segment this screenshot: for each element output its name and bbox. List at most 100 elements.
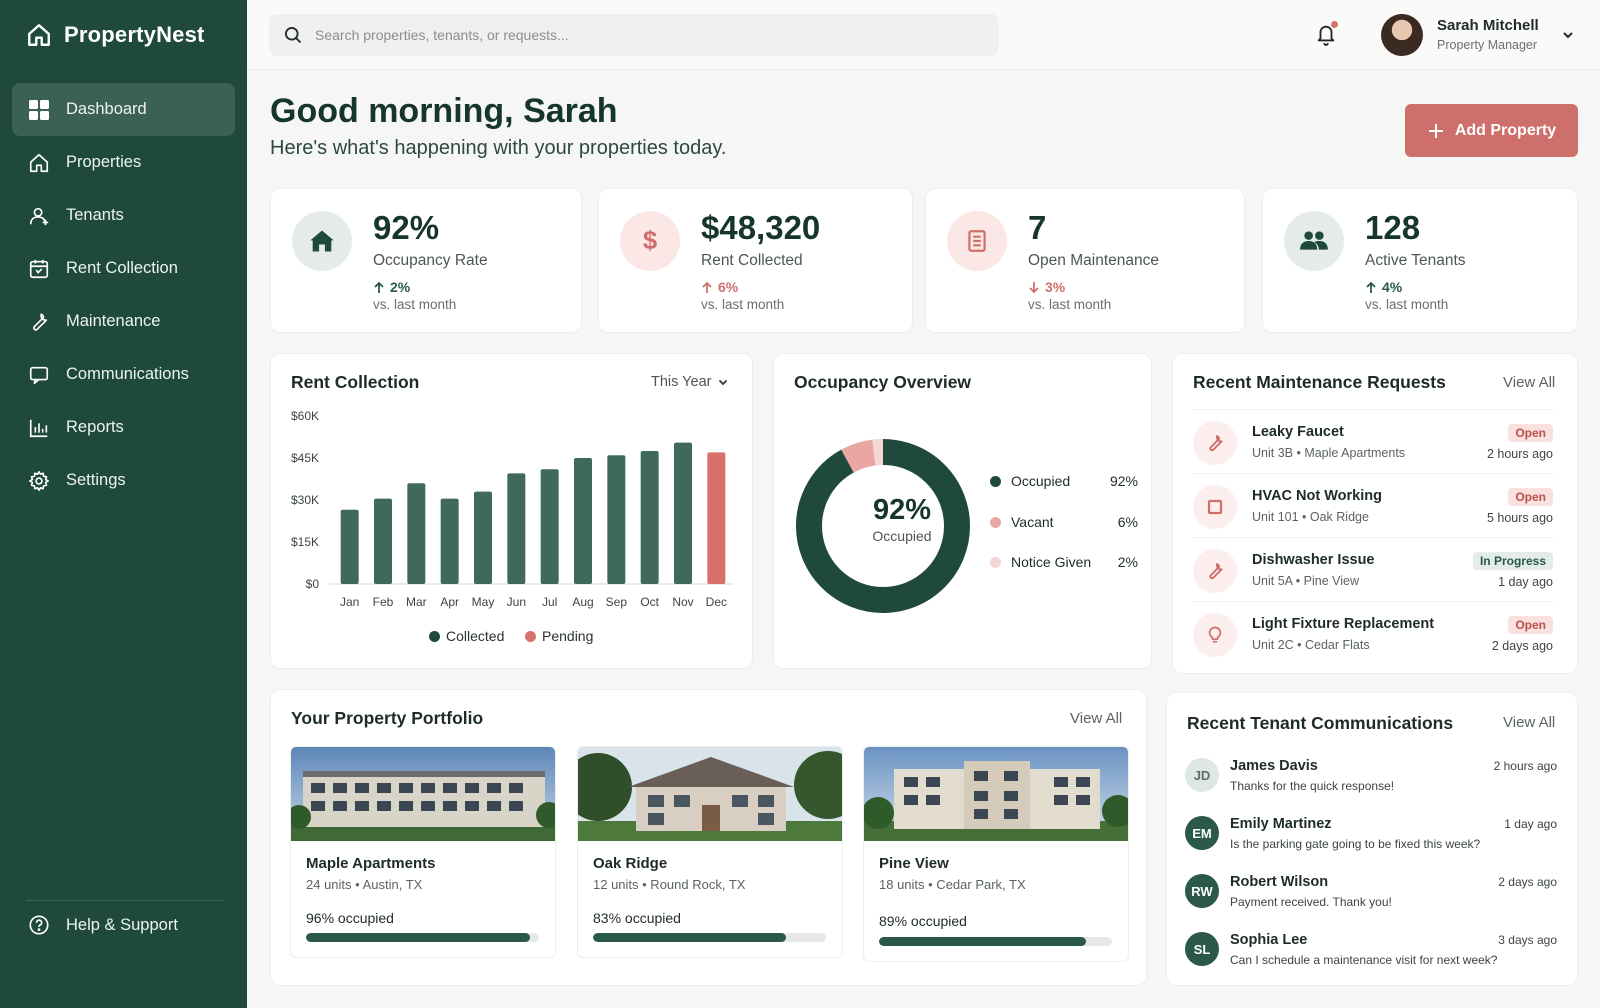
comm-time: 3 days ago (1498, 933, 1557, 947)
communications-view-all-link[interactable]: View All (1503, 714, 1556, 731)
occupancy-bar-fill (306, 933, 530, 942)
range-label: This Year (651, 374, 712, 390)
occupancy-bar-fill (879, 937, 1087, 946)
communication-item[interactable]: SL Sophia Lee Can I schedule a maintenan… (1185, 932, 1557, 990)
stat-comparison: vs. last month (373, 297, 457, 312)
sidebar-item-maintenance[interactable]: Maintenance (12, 295, 235, 348)
communication-item[interactable]: EM Emily Martinez Is the parking gate go… (1185, 816, 1557, 874)
legend-dot (990, 475, 1001, 487)
arrow-down-icon (1029, 281, 1039, 293)
req-location: Unit 2C • Cedar Flats (1252, 638, 1370, 652)
bar-collected-jul[interactable] (540, 469, 559, 584)
maintenance-request[interactable]: Leaky Faucet Unit 3B • Maple Apartments … (1193, 409, 1553, 473)
bulb-icon (1208, 626, 1222, 643)
range-select[interactable]: This Year (651, 374, 729, 390)
bar-collected-mar[interactable] (407, 483, 426, 584)
comm-time: 2 days ago (1498, 875, 1557, 889)
property-card-oak-ridge[interactable]: Oak Ridge 12 units • Round Rock, TX 83% … (577, 746, 843, 958)
bar-collected-apr[interactable] (440, 498, 459, 584)
search-icon (285, 27, 302, 44)
sidebar-item-label: Dashboard (66, 100, 147, 118)
maintenance-request[interactable]: Light Fixture Replacement Unit 2C • Ceda… (1193, 601, 1553, 665)
y-tick-label: $15K (291, 535, 319, 549)
chevron-down-icon[interactable] (1561, 28, 1575, 42)
sidebar-item-tenants[interactable]: Tenants (12, 189, 235, 242)
stat-trend: 6% (701, 279, 738, 295)
page-subtitle: Here's what's happening with your proper… (270, 137, 727, 159)
bar-collected-jan[interactable] (340, 509, 359, 584)
legend-label: Notice Given (1011, 554, 1092, 570)
add-property-button[interactable]: Add Property (1405, 104, 1578, 157)
stat-comparison: vs. last month (1365, 297, 1449, 312)
bar-collected-sep[interactable] (607, 455, 626, 584)
property-card-maple[interactable]: Maple Apartments 24 units • Austin, TX 9… (290, 746, 556, 958)
sidebar-item-reports[interactable]: Reports (12, 401, 235, 454)
bar-collected-feb[interactable] (374, 498, 392, 584)
y-tick-label: $30K (291, 493, 319, 507)
req-icon-wrap (1193, 549, 1237, 593)
legend-dot (429, 630, 440, 642)
notification-dot (1330, 20, 1339, 29)
sidebar-item-label: Properties (66, 153, 142, 171)
communication-item[interactable]: RW Robert Wilson Payment received. Thank… (1185, 874, 1557, 932)
maintenance-request[interactable]: HVAC Not Working Unit 101 • Oak Ridge Op… (1193, 473, 1553, 537)
donut-segment-notice-given[interactable] (796, 439, 970, 613)
maintenance-request[interactable]: Dishwasher Issue Unit 5A • Pine View In … (1193, 537, 1553, 601)
maintenance-view-all-link[interactable]: View All (1503, 374, 1556, 391)
communication-item[interactable]: JD James Davis Thanks for the quick resp… (1185, 758, 1557, 816)
donut-center-label: Occupied (872, 528, 932, 544)
arrow-up-icon (702, 281, 712, 293)
sidebar-item-dashboard[interactable]: Dashboard (12, 83, 235, 136)
communications-card: Recent Tenant Communications View All JD… (1166, 692, 1578, 986)
user-avatar[interactable] (1381, 14, 1423, 56)
x-tick-label: Apr (440, 595, 459, 609)
stat-trend-value: 2% (390, 279, 411, 295)
property-meta: 18 units • Cedar Park, TX (879, 877, 1026, 892)
req-icon-wrap (1193, 613, 1237, 657)
bar-pending-dec[interactable] (707, 452, 726, 584)
dollar-icon: $ (643, 227, 657, 255)
bar-collected-nov[interactable] (674, 442, 692, 584)
comm-message: Thanks for the quick response! (1230, 779, 1395, 793)
bar-collected-may[interactable] (474, 491, 492, 584)
stat-card-rent: $ $48,320 Rent Collected 6% vs. last mon… (598, 188, 913, 333)
avatar: JD (1185, 758, 1219, 792)
req-icon-wrap (1193, 421, 1237, 465)
notifications-button[interactable] (1315, 20, 1339, 51)
bar-collected-oct[interactable] (640, 451, 659, 584)
card-title: Recent Maintenance Requests (1193, 372, 1446, 392)
bar-collected-aug[interactable] (574, 458, 592, 584)
sidebar-item-rent-collection[interactable]: Rent Collection (12, 242, 235, 295)
sidebar-item-properties[interactable]: Properties (12, 136, 235, 189)
comm-message: Is the parking gate going to be fixed th… (1230, 837, 1481, 851)
x-tick-label: Oct (640, 595, 659, 609)
x-tick-label: Jan (340, 595, 359, 609)
help-support-link[interactable]: Help & Support (12, 900, 235, 950)
avatar: EM (1185, 816, 1219, 850)
occupancy-bar (593, 933, 826, 942)
search-input[interactable] (315, 27, 975, 43)
sidebar-item-communications[interactable]: Communications (12, 348, 235, 401)
svg-text:$: $ (643, 227, 657, 255)
search-bar (269, 14, 999, 56)
arrow-up-icon (374, 281, 384, 293)
comm-time: 1 day ago (1504, 817, 1557, 831)
stat-trend: 4% (1365, 279, 1402, 295)
stat-label: Occupancy Rate (373, 252, 488, 269)
stat-card-maintenance: 7 Open Maintenance 3% vs. last month (925, 188, 1245, 333)
portfolio-view-all-link[interactable]: View All (1070, 710, 1123, 727)
avatar: SL (1185, 932, 1219, 966)
req-title: Leaky Faucet (1252, 424, 1344, 440)
add-property-label: Add Property (1454, 121, 1557, 139)
sidebar-item-settings[interactable]: Settings (12, 454, 235, 507)
plus-icon (1428, 123, 1443, 138)
stat-value: 128 (1365, 209, 1421, 246)
stat-label: Active Tenants (1365, 252, 1466, 269)
legend-dot (990, 516, 1001, 528)
req-icon-wrap (1193, 485, 1237, 529)
square-icon (1207, 499, 1223, 515)
sidebar-item-label: Maintenance (66, 312, 161, 330)
property-card-pine-view[interactable]: Pine View 18 units • Cedar Park, TX 89% … (863, 746, 1129, 962)
brand[interactable]: PropertyNest (26, 22, 205, 48)
bar-collected-jun[interactable] (507, 473, 526, 584)
